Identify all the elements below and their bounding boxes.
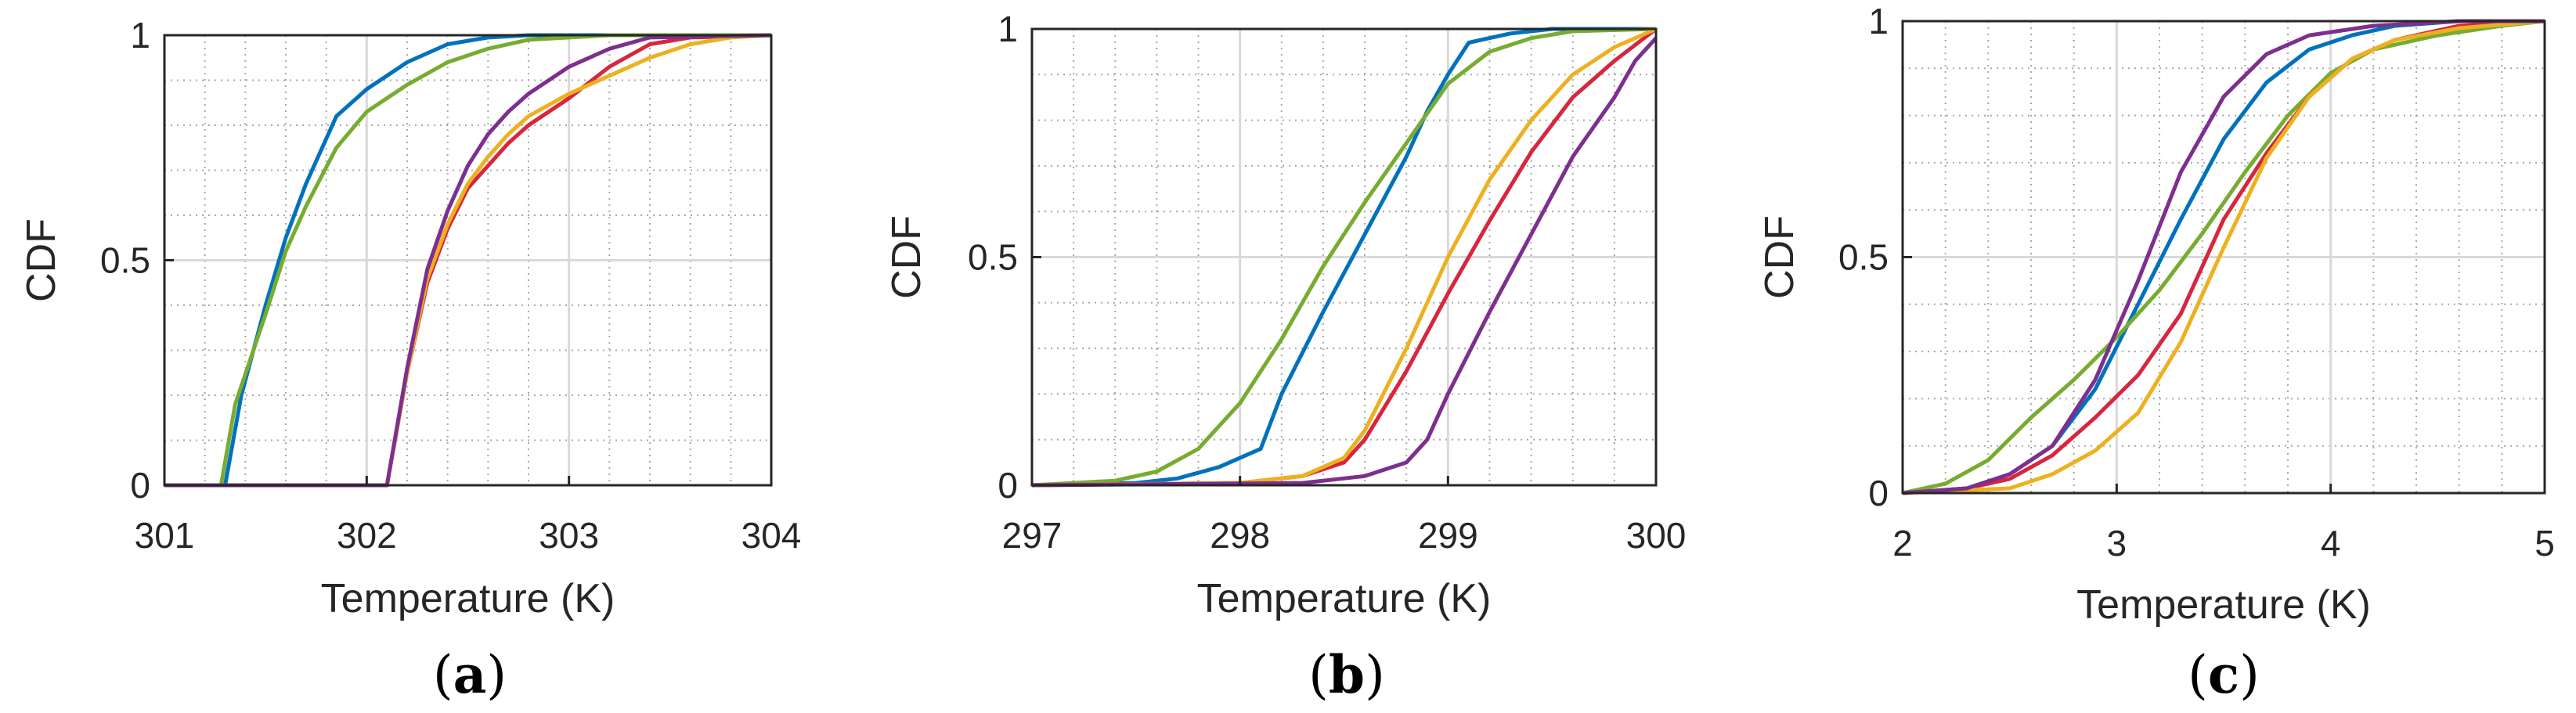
caption-open-paren: ( — [2188, 645, 2208, 705]
y-tick-label: 0 — [130, 465, 150, 506]
series-line-orange — [1902, 19, 2545, 495]
series-line-orange — [1031, 27, 1658, 488]
y-tick-label: 1 — [130, 15, 150, 56]
y-tick-label: 0 — [998, 465, 1018, 506]
panel-caption: (a) — [433, 644, 507, 705]
caption-open-paren: ( — [433, 645, 453, 705]
x-tick-label: 300 — [1626, 515, 1687, 556]
x-tick-label: 302 — [337, 515, 397, 556]
y-axis-label: CDF — [1757, 215, 1802, 299]
x-axis-label: Temperature (K) — [321, 576, 615, 621]
caption-letter: c — [2208, 644, 2239, 705]
caption-close-paren: ) — [486, 645, 507, 705]
y-axis-label: CDF — [884, 215, 929, 299]
y-axis-label: CDF — [19, 218, 64, 302]
x-tick-label: 304 — [741, 515, 802, 556]
x-tick-label: 301 — [135, 515, 195, 556]
series-line-green — [1902, 19, 2545, 495]
panel-caption: (b) — [1308, 644, 1385, 705]
y-tick-label: 0 — [1868, 473, 1889, 513]
y-tick-label: 0.5 — [1838, 237, 1889, 278]
caption-close-paren: ) — [1365, 645, 1385, 705]
series-line-green — [1031, 27, 1657, 488]
y-tick-label: 0.5 — [100, 240, 150, 281]
x-tick-label: 2 — [1892, 523, 1913, 564]
x-tick-label: 4 — [2321, 523, 2341, 564]
x-tick-label: 298 — [1210, 515, 1270, 556]
x-tick-label: 5 — [2535, 523, 2555, 564]
series-line-green — [164, 33, 771, 488]
y-tick-label: 1 — [1868, 1, 1889, 41]
x-axis-label: Temperature (K) — [1197, 576, 1492, 621]
panel-caption: (c) — [2188, 644, 2260, 705]
x-tick-label: 297 — [1002, 515, 1063, 556]
series-line-blue — [1031, 27, 1656, 488]
x-tick-label: 299 — [1418, 515, 1478, 556]
series-line-purple — [1031, 37, 1658, 488]
panel-c: 2 3 4 5 0 0.5 1 Temperature (K) CDF (c) — [1757, 1, 2555, 705]
caption-letter: a — [453, 644, 487, 705]
caption-open-paren: ( — [1308, 645, 1329, 705]
y-tick-label: 0.5 — [968, 237, 1018, 278]
series-line-purple — [164, 33, 772, 488]
x-tick-label: 303 — [539, 515, 599, 556]
caption-letter: b — [1329, 644, 1365, 705]
series-line-purple — [1902, 19, 2545, 495]
y-tick-label: 1 — [998, 9, 1018, 49]
caption-close-paren: ) — [2239, 645, 2260, 705]
panel-b: 297 298 299 300 0 0.5 1 Temperature (K) CDF (b) — [884, 9, 1686, 705]
panel-a: 301 302 303 304 0 0.5 1 Temperature (K) CDF (a) — [19, 15, 801, 705]
x-axis-label: Temperature (K) — [2076, 582, 2371, 628]
x-tick-label: 3 — [2107, 523, 2127, 564]
